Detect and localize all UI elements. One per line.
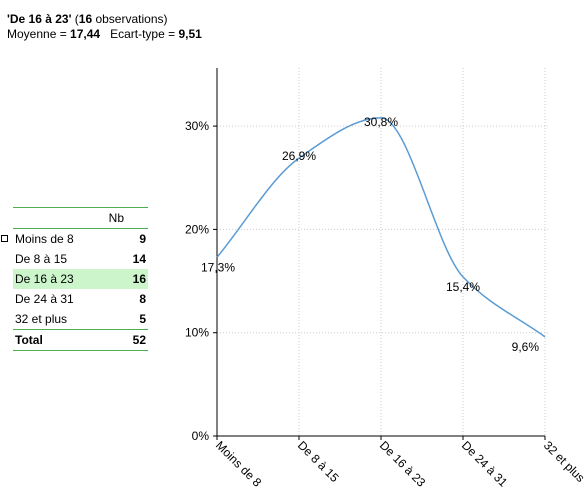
header-line-1: 'De 16 à 23' (16 observations) xyxy=(7,12,202,27)
table-row: 32 et plus 5 xyxy=(13,309,148,330)
column-header-nb: Nb xyxy=(108,211,124,225)
series-line xyxy=(216,117,546,338)
x-tick-label: 32 et plus xyxy=(541,438,587,485)
total-label: Total xyxy=(15,333,43,347)
table-row-value: 8 xyxy=(139,292,146,306)
table-row: De 24 à 31 8 xyxy=(13,289,148,309)
x-tick-label: De 24 à 31 xyxy=(459,438,511,490)
table-row-label: Moins de 8 xyxy=(15,232,74,246)
data-label: 9,6% xyxy=(512,340,540,354)
data-label: 15,4% xyxy=(446,280,480,294)
x-tick-label: De 8 à 15 xyxy=(295,438,342,485)
table-row-highlighted: De 16 à 23 16 xyxy=(13,269,148,289)
table-row-label-cell: Moins de 8 xyxy=(1,229,95,250)
x-tick-label: Moins de 8 xyxy=(213,438,265,490)
y-tick-label: 0% xyxy=(192,429,210,443)
table-row: De 8 à 15 14 xyxy=(13,249,148,269)
table-row-label: De 24 à 31 xyxy=(15,292,74,306)
y-tick-label: 30% xyxy=(185,119,209,133)
y-tick-label: 10% xyxy=(185,326,209,340)
sd-label: Ecart-type = xyxy=(100,27,179,41)
header-open-paren: ( xyxy=(71,12,79,26)
table-header-row: Nb xyxy=(13,207,148,229)
mean-label: Moyenne = xyxy=(7,27,71,41)
y-tick-label: 20% xyxy=(185,222,209,236)
data-label: 26,9% xyxy=(282,149,316,163)
row-marker-icon xyxy=(1,235,8,242)
frequency-table: Nb Moins de 8 9 De 8 à 15 14 De 16 à 23 … xyxy=(1,207,148,351)
table-row-value: 9 xyxy=(139,232,146,246)
table-row-label: 32 et plus xyxy=(15,312,68,326)
data-label: 17,3% xyxy=(201,260,235,274)
mean-value: 17,44 xyxy=(70,27,101,41)
table-row-label: De 8 à 15 xyxy=(15,252,68,266)
x-tick-label: De 16 à 23 xyxy=(377,438,429,490)
group-title: 'De 16 à 23' xyxy=(7,12,72,26)
total-value: 52 xyxy=(132,333,146,347)
table-row-value: 16 xyxy=(94,269,148,289)
table-total-row: Total 52 xyxy=(13,329,148,351)
data-label: 30,8% xyxy=(364,115,398,129)
sd-value: 9,51 xyxy=(178,27,202,41)
header-observations-text: observations) xyxy=(92,12,168,26)
chart-header: 'De 16 à 23' (16 observations) Moyenne =… xyxy=(7,12,202,42)
table-row-value: 5 xyxy=(139,312,146,326)
header-line-2: Moyenne = 17,44 Ecart-type = 9,51 xyxy=(7,27,202,42)
table-row-value: 14 xyxy=(132,252,146,266)
table-row-label: De 16 à 23 xyxy=(13,269,95,289)
observation-count: 16 xyxy=(78,12,93,26)
table-row: Moins de 8 9 xyxy=(1,229,148,250)
